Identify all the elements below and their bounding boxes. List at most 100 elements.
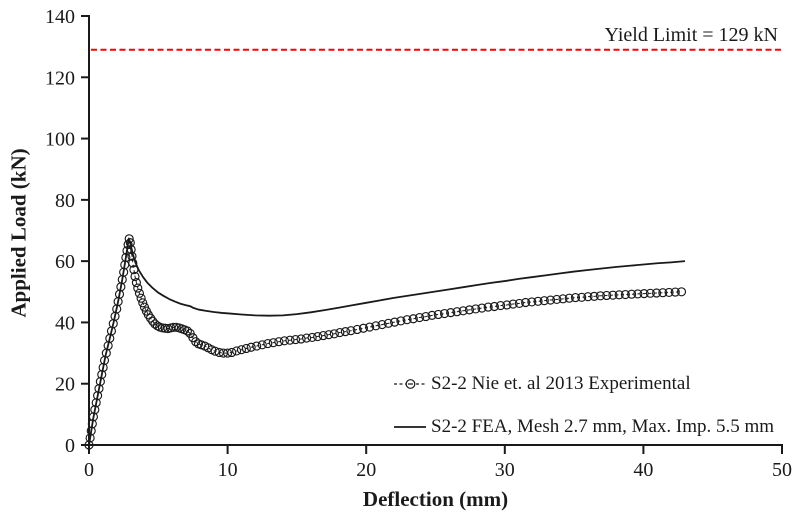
experimental-marker: [313, 331, 323, 342]
experimental-marker: [502, 300, 512, 310]
x-tick-label: 20: [356, 459, 376, 481]
y-tick-label: 60: [55, 251, 75, 273]
experimental-marker: [94, 384, 104, 394]
experimental-marker: [236, 345, 247, 355]
experimental-marker: [676, 287, 687, 297]
y-axis-title: Applied Load (kN): [6, 148, 31, 318]
experimental-marker: [129, 265, 139, 275]
legend-item-fea: S2-2 FEA, Mesh 2.7 mm, Max. Imp. 5.5 mm: [393, 416, 774, 438]
experimental-marker: [614, 290, 624, 300]
experimental-marker: [627, 289, 637, 299]
experimental-marker: [232, 346, 242, 356]
experimental-marker: [150, 319, 160, 329]
series-experimental: [84, 234, 687, 450]
experimental-marker: [533, 296, 543, 306]
experimental-marker: [483, 302, 493, 312]
y-tick-label: 20: [55, 374, 75, 396]
experimental-marker: [651, 288, 662, 298]
experimental-marker: [86, 426, 96, 436]
experimental-marker: [263, 338, 273, 349]
experimental-marker: [402, 315, 412, 325]
experimental-marker: [145, 313, 156, 323]
experimental-marker: [539, 296, 549, 306]
experimental-marker: [290, 335, 301, 345]
experimental-marker: [191, 337, 201, 347]
experimental-marker: [227, 347, 237, 358]
yield-limit-label: Yield Limit = 129 kN: [604, 24, 779, 46]
experimental-marker: [408, 314, 418, 324]
experimental-marker: [552, 294, 562, 305]
experimental-marker: [427, 310, 437, 320]
experimental-marker: [279, 336, 290, 346]
experimental-marker: [126, 244, 136, 255]
experimental-marker: [98, 362, 108, 373]
experimental-marker: [496, 301, 506, 311]
experimental-marker: [352, 324, 362, 335]
experimental-marker: [433, 309, 443, 320]
experimental-marker: [477, 303, 487, 313]
experimental-marker: [307, 332, 317, 343]
experimental-marker: [514, 298, 524, 309]
experimental-marker: [252, 341, 262, 351]
experimental-marker: [608, 290, 618, 300]
experimental-marker: [91, 398, 101, 408]
experimental-marker: [122, 246, 132, 256]
experimental-marker: [602, 290, 612, 301]
x-tick-label: 30: [495, 459, 515, 481]
experimental-marker: [583, 292, 593, 302]
experimental-marker: [595, 291, 606, 301]
legend-label-experimental: S2-2 Nie et. al 2013 Experimental: [431, 373, 691, 394]
experimental-marker: [335, 327, 345, 338]
experimental-marker: [421, 312, 431, 322]
y-tick-label: 140: [45, 6, 75, 28]
experimental-marker: [545, 295, 556, 305]
experimental-marker: [97, 369, 107, 380]
experimental-marker: [414, 312, 425, 323]
x-tick-label: 40: [633, 459, 653, 481]
experimental-marker: [471, 304, 481, 314]
experimental-marker: [128, 258, 138, 268]
experimental-marker: [93, 391, 103, 401]
experimental-marker: [133, 283, 143, 293]
y-tick-label: 120: [45, 67, 75, 89]
experimental-marker: [123, 240, 133, 250]
experimental-marker: [223, 348, 233, 358]
experimental-marker: [521, 297, 531, 308]
experimental-marker: [564, 293, 574, 303]
x-tick-label: 50: [772, 459, 792, 481]
experimental-marker: [285, 335, 295, 345]
x-axis-title: Deflection (mm): [362, 487, 509, 511]
experimental-marker: [127, 251, 137, 261]
legend-label-fea: S2-2 FEA, Mesh 2.7 mm, Max. Imp. 5.5 mm: [431, 416, 775, 437]
experimental-marker: [577, 292, 587, 302]
experimental-marker: [257, 340, 267, 350]
experimental-marker: [125, 238, 135, 248]
y-tick-label: 0: [65, 435, 75, 457]
experimental-marker: [358, 323, 369, 333]
experimental-marker: [124, 234, 134, 244]
y-tick-label: 80: [55, 190, 75, 212]
experimental-marker: [664, 287, 674, 297]
experimental-marker: [318, 331, 328, 341]
experimental-marker: [268, 338, 278, 348]
axes: 0 20 40 60 80 100 120 140 0 10 20 30 40 50: [45, 6, 792, 481]
experimental-marker: [90, 405, 100, 415]
experimental-marker: [274, 337, 284, 347]
experimental-marker: [670, 287, 680, 297]
experimental-marker: [508, 299, 518, 309]
y-tick-label: 40: [55, 312, 75, 334]
x-tick-label: 10: [218, 459, 238, 481]
experimental-marker: [383, 318, 393, 328]
experimental-marker: [95, 376, 105, 387]
experimental-marker: [340, 327, 350, 337]
experimental-marker: [589, 291, 599, 301]
experimental-marker: [134, 288, 145, 298]
fea-line-sample: [394, 426, 426, 428]
experimental-marker: [346, 326, 356, 336]
experimental-marker: [527, 297, 537, 307]
experimental-marker: [396, 316, 406, 326]
experimental-marker: [658, 288, 668, 298]
y-tick-label: 100: [45, 129, 75, 151]
